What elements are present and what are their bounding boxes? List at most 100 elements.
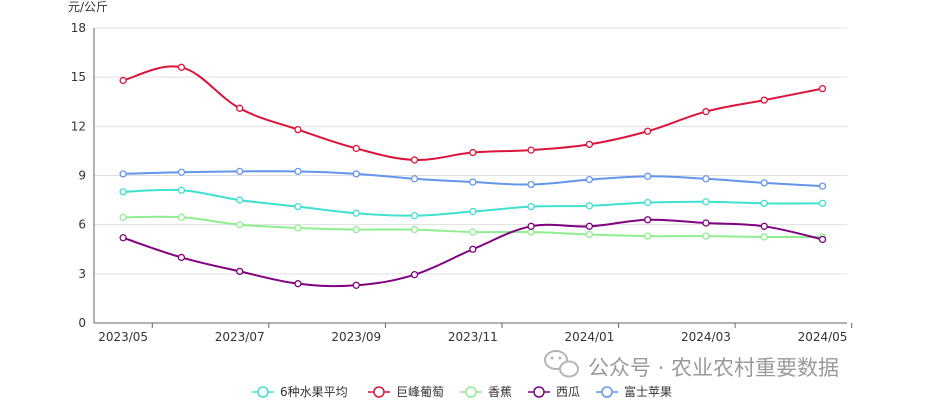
data-point-3-4[interactable]	[352, 281, 360, 289]
data-point-4-4[interactable]	[352, 170, 360, 178]
data-point-4-3[interactable]	[294, 167, 302, 176]
data-point-3-11[interactable]	[760, 222, 768, 230]
data-point-3-10[interactable]	[702, 219, 710, 227]
legend-marker-icon	[257, 386, 269, 398]
data-point-4-2[interactable]	[236, 167, 244, 176]
data-point-4-7[interactable]	[527, 180, 535, 189]
legend-item-4[interactable]: 富士苹果	[596, 384, 672, 399]
data-point-4-5[interactable]	[410, 175, 419, 183]
data-point-2-0[interactable]	[119, 213, 127, 221]
legend-label: 巨峰葡萄	[396, 385, 444, 399]
x-tick-label: 2024/03	[681, 330, 731, 344]
data-point-0-12[interactable]	[818, 199, 827, 208]
data-point-0-11[interactable]	[760, 199, 768, 208]
x-tick-label: 2024/01	[564, 330, 614, 344]
data-point-0-1[interactable]	[177, 186, 186, 194]
y-tick-label: 0	[78, 316, 86, 330]
data-point-4-11[interactable]	[760, 179, 768, 187]
data-point-4-0[interactable]	[119, 170, 127, 178]
y-tick-label: 18	[71, 21, 86, 35]
data-point-2-1[interactable]	[177, 213, 186, 221]
y-tick-label: 12	[71, 119, 86, 133]
data-point-3-8[interactable]	[585, 222, 594, 230]
legend-marker-icon	[373, 386, 385, 398]
x-tick-label: 2023/05	[98, 330, 148, 344]
data-point-0-4[interactable]	[352, 209, 360, 217]
data-point-3-2[interactable]	[236, 267, 244, 276]
x-tick-label: 2024/05	[798, 330, 848, 344]
grid-lines	[94, 27, 847, 275]
legend[interactable]: 6种水果平均 巨峰葡萄 香蕉 西瓜 富士苹果	[252, 384, 672, 399]
data-point-1-0[interactable]	[119, 76, 127, 85]
y-tick-label: 6	[78, 218, 86, 232]
y-tick-label: 15	[71, 70, 86, 84]
axes: 0 3 6 9 12 15 18 2023/05 2023/07 2023/09 2023/11 20…	[71, 21, 853, 344]
data-point-1-7[interactable]	[527, 146, 535, 154]
series-points	[119, 63, 827, 289]
x-tick-label: 2023/11	[448, 330, 498, 344]
data-point-0-2[interactable]	[236, 196, 244, 204]
data-point-0-3[interactable]	[294, 202, 302, 211]
data-point-4-1[interactable]	[177, 168, 186, 176]
x-tick-label: 2023/07	[215, 330, 265, 344]
watermark: 公众号 · 农业农村重要数据	[544, 350, 839, 380]
legend-label: 西瓜	[556, 385, 580, 399]
data-point-0-9[interactable]	[644, 198, 652, 207]
data-point-3-9[interactable]	[644, 216, 652, 224]
data-point-4-9[interactable]	[644, 172, 652, 180]
data-point-1-3[interactable]	[294, 125, 302, 134]
y-tick-label: 9	[78, 169, 86, 183]
legend-marker-icon	[533, 386, 545, 398]
series-lines	[122, 65, 823, 288]
data-point-1-11[interactable]	[760, 96, 768, 104]
data-point-0-8[interactable]	[585, 202, 594, 210]
y-axis-unit-label: 元/公斤	[68, 0, 108, 14]
data-point-0-10[interactable]	[702, 198, 710, 206]
data-point-3-3[interactable]	[294, 280, 302, 288]
data-point-3-0[interactable]	[119, 234, 127, 242]
data-point-0-7[interactable]	[527, 202, 535, 211]
legend-item-3[interactable]: 西瓜	[528, 385, 580, 399]
data-point-2-10[interactable]	[702, 232, 710, 240]
data-point-3-7[interactable]	[527, 222, 535, 230]
data-point-1-1[interactable]	[177, 63, 186, 71]
data-point-2-9[interactable]	[644, 232, 652, 240]
legend-item-0[interactable]: 6种水果平均	[252, 385, 348, 399]
legend-item-1[interactable]: 巨峰葡萄	[368, 385, 444, 399]
data-point-1-10[interactable]	[702, 107, 710, 116]
data-point-1-2[interactable]	[236, 104, 244, 112]
data-point-3-1[interactable]	[177, 253, 186, 262]
data-point-2-6[interactable]	[469, 228, 477, 236]
series-line-1	[122, 65, 823, 161]
data-point-4-10[interactable]	[702, 175, 710, 183]
data-point-0-6[interactable]	[469, 207, 477, 216]
legend-label: 富士苹果	[624, 384, 672, 399]
data-point-3-12[interactable]	[818, 235, 827, 244]
wechat-icon	[544, 350, 579, 378]
data-point-1-9[interactable]	[644, 127, 652, 135]
data-point-0-0[interactable]	[119, 188, 127, 196]
data-point-1-4[interactable]	[352, 144, 360, 153]
data-point-4-12[interactable]	[818, 182, 827, 190]
data-point-2-3[interactable]	[294, 224, 302, 232]
data-point-4-8[interactable]	[585, 175, 594, 184]
data-point-1-5[interactable]	[410, 156, 419, 164]
data-point-3-5[interactable]	[410, 271, 419, 279]
data-point-2-11[interactable]	[760, 233, 768, 241]
data-point-2-4[interactable]	[352, 225, 360, 234]
data-point-1-8[interactable]	[585, 140, 594, 149]
legend-label: 6种水果平均	[280, 385, 348, 399]
data-point-2-2[interactable]	[236, 221, 244, 229]
data-point-1-12[interactable]	[818, 84, 827, 93]
data-point-4-6[interactable]	[469, 178, 477, 186]
data-point-3-6[interactable]	[469, 245, 477, 253]
legend-marker-icon	[465, 386, 477, 398]
data-point-2-5[interactable]	[410, 225, 419, 234]
legend-marker-icon	[601, 386, 613, 398]
legend-item-2[interactable]: 香蕉	[460, 385, 512, 399]
x-tick-label: 2023/09	[331, 330, 381, 344]
data-point-0-5[interactable]	[410, 212, 419, 220]
data-point-1-6[interactable]	[469, 148, 477, 157]
data-point-2-8[interactable]	[585, 230, 594, 239]
